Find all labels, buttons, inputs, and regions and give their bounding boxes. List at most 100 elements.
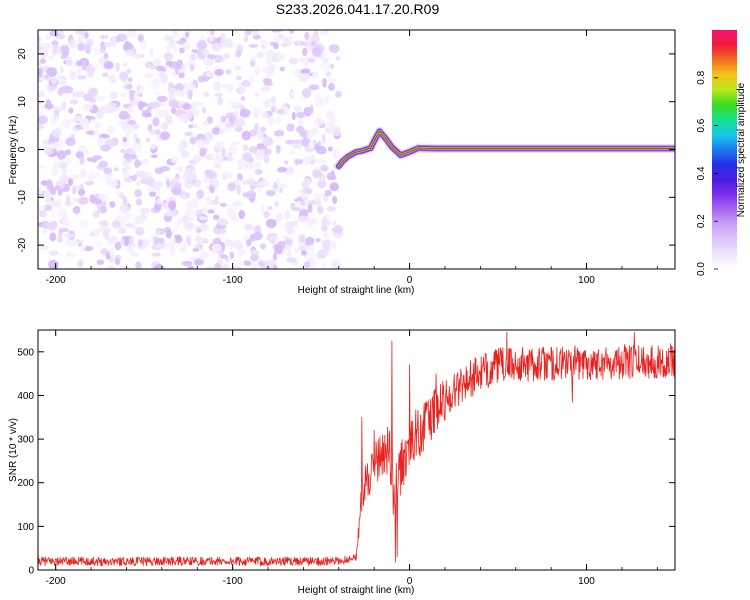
colorbar-tick-label: 0.2: [696, 214, 707, 228]
noise-blob: [243, 34, 249, 43]
noise-blob: [150, 154, 158, 159]
noise-blob: [184, 178, 194, 189]
noise-blob: [135, 198, 143, 206]
noise-blob: [184, 209, 195, 218]
noise-blob: [178, 165, 183, 174]
noise-blob: [259, 179, 270, 187]
noise-blob: [68, 107, 74, 114]
noise-blob: [102, 72, 109, 78]
noise-blob: [93, 48, 101, 55]
noise-blob: [234, 65, 243, 71]
noise-blob: [155, 129, 161, 136]
noise-blob: [326, 205, 336, 213]
noise-blob: [94, 122, 103, 128]
noise-blob: [205, 266, 215, 269]
noise-blob: [214, 262, 221, 269]
noise-blob: [196, 189, 205, 199]
noise-blob: [204, 131, 214, 142]
noise-blob: [100, 247, 108, 256]
noise-blob: [189, 53, 196, 61]
noise-blob: [236, 173, 243, 181]
noise-blob: [44, 146, 54, 156]
noise-blob: [250, 55, 257, 61]
noise-blob: [103, 61, 114, 70]
noise-blob: [177, 90, 185, 97]
noise-blob: [98, 160, 109, 168]
snr-panel: -200 -100 0 100 0 100 200 300 400 500 Height of …: [8, 329, 676, 596]
noise-blob: [225, 157, 234, 162]
noise-blob: [289, 149, 295, 156]
noise-blob: [252, 107, 262, 115]
noise-blob: [233, 265, 241, 269]
noise-blob: [134, 158, 140, 169]
noise-blob: [291, 112, 296, 121]
noise-blob: [66, 156, 72, 167]
noise-blob: [285, 166, 295, 175]
noise-blob: [106, 265, 116, 269]
noise-blob: [201, 238, 209, 244]
noise-blob: [333, 224, 344, 234]
noise-blob: [295, 111, 306, 118]
snr-background: [38, 330, 675, 570]
noise-blob: [263, 211, 270, 219]
noise-blob: [286, 123, 295, 132]
spectrogram-x-tick-label: 0: [407, 275, 413, 286]
noise-blob: [179, 194, 191, 199]
noise-blob: [265, 55, 273, 66]
noise-blob: [66, 195, 71, 206]
noise-blob: [210, 199, 220, 206]
noise-blob: [179, 242, 190, 248]
noise-blob: [178, 47, 185, 54]
spectrogram-x-tick-label: 100: [578, 275, 595, 286]
spectrogram-signal-track: [334, 126, 675, 171]
noise-blob: [285, 257, 297, 263]
noise-blob: [184, 31, 190, 38]
noise-blob: [217, 97, 224, 106]
noise-blob: [211, 127, 221, 135]
noise-blob: [263, 153, 270, 164]
noise-blob: [165, 229, 173, 239]
noise-blob: [125, 30, 137, 39]
noise-blob: [152, 101, 161, 108]
noise-blob: [168, 99, 179, 108]
noise-blob: [106, 102, 117, 108]
noise-blob: [58, 227, 70, 233]
noise-blob: [253, 263, 259, 269]
colorbar: 0.0 0.2 0.4 0.6 0.8 Normalized spectral ampl…: [696, 30, 747, 276]
colorbar-tick-label: 0.4: [696, 166, 707, 180]
noise-blob: [276, 108, 285, 115]
noise-blob: [203, 91, 210, 98]
noise-blob: [239, 109, 251, 117]
noise-blob: [82, 43, 90, 50]
noise-blob: [223, 239, 235, 247]
noise-blob: [128, 77, 133, 82]
noise-blob: [181, 260, 193, 267]
noise-blob: [271, 30, 282, 33]
noise-blob: [308, 141, 316, 149]
noise-blob: [135, 226, 145, 236]
noise-blob: [57, 236, 63, 243]
noise-blob: [211, 42, 223, 51]
noise-blob: [205, 195, 211, 206]
noise-blob: [77, 259, 84, 268]
noise-blob: [96, 259, 105, 266]
noise-blob: [193, 154, 202, 163]
page-title: S233.2026.041.17.20.R09: [275, 1, 440, 17]
noise-blob: [327, 175, 337, 181]
noise-blob: [50, 186, 57, 196]
noise-blob: [225, 69, 232, 75]
noise-blob: [196, 138, 206, 149]
noise-blob: [89, 231, 96, 237]
noise-blob: [154, 58, 161, 66]
noise-blob: [49, 114, 55, 123]
noise-blob: [303, 261, 311, 268]
noise-blob: [150, 79, 161, 86]
noise-blob: [162, 66, 167, 72]
noise-blob: [170, 179, 176, 189]
noise-blob: [279, 66, 285, 72]
noise-blob: [285, 139, 295, 145]
noise-blob: [242, 179, 252, 185]
noise-blob: [61, 213, 68, 222]
noise-blob: [327, 146, 333, 152]
noise-blob: [95, 171, 100, 178]
